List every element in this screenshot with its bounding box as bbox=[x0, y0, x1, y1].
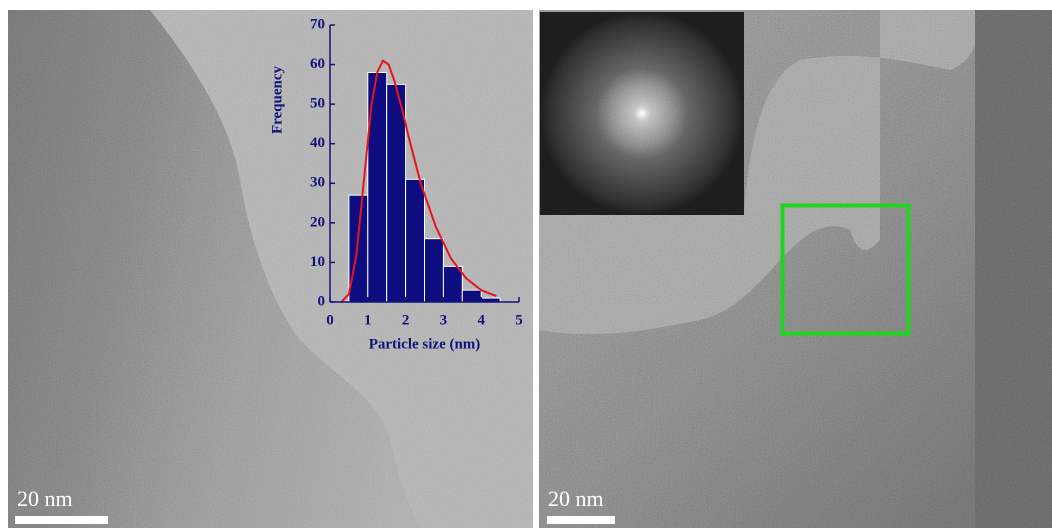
y-tick-label: 50 bbox=[310, 96, 325, 112]
figure: 20 nm 20 nm 0 10 20 30 40 50 60 70 0 1 2 3 4 5 Particl… bbox=[0, 0, 1052, 528]
x-tick-label: 0 bbox=[326, 312, 334, 328]
y-tick-label: 40 bbox=[310, 135, 325, 151]
x-tick-label: 4 bbox=[477, 312, 485, 328]
y-tick-label: 20 bbox=[310, 214, 325, 230]
x-tick-label: 3 bbox=[440, 312, 448, 328]
y-tick-label: 0 bbox=[318, 293, 326, 309]
scale-bar-label: 20 nm bbox=[548, 486, 604, 511]
scale-bar-label: 20 nm bbox=[17, 486, 73, 511]
x-tick-label: 5 bbox=[515, 312, 523, 328]
bar bbox=[406, 179, 425, 302]
scale-bar bbox=[15, 516, 108, 524]
x-tick-label: 2 bbox=[402, 312, 410, 328]
bar bbox=[443, 266, 462, 302]
bar bbox=[425, 239, 444, 302]
right-micrograph bbox=[539, 10, 1052, 528]
bar bbox=[462, 290, 481, 302]
y-tick-label: 60 bbox=[310, 56, 325, 72]
bar bbox=[349, 195, 368, 302]
y-tick-label: 70 bbox=[310, 16, 325, 32]
y-tick-label: 10 bbox=[310, 254, 325, 270]
bar bbox=[387, 84, 406, 302]
scale-bar bbox=[547, 516, 615, 524]
x-tick-label: 1 bbox=[364, 312, 372, 328]
y-axis-label: Frequency bbox=[269, 65, 285, 134]
y-tick-label: 30 bbox=[310, 175, 325, 191]
x-axis-label: Particle size (nm) bbox=[369, 336, 481, 352]
